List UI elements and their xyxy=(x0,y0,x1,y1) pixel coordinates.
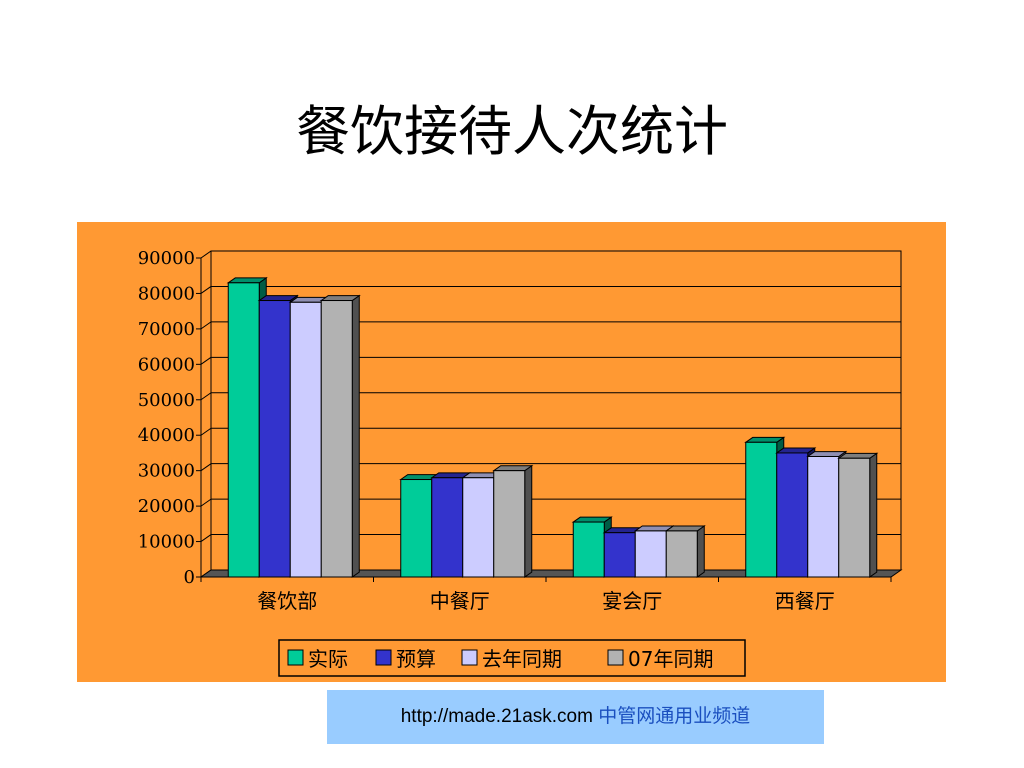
legend: 实际 预算 去年同期 07年同期 xyxy=(278,639,746,677)
bar-3-3 xyxy=(837,452,879,578)
bar-top xyxy=(492,465,534,472)
bar-front xyxy=(572,521,605,578)
legend-swatch xyxy=(375,649,392,666)
bar-front xyxy=(838,457,871,578)
bar-side xyxy=(696,525,705,578)
bar-top xyxy=(806,451,848,457)
legend-label: 预算 xyxy=(396,647,436,671)
legend-item: 去年同期 xyxy=(461,647,562,671)
bar-front xyxy=(400,479,433,578)
bar-front xyxy=(745,441,778,578)
y-tick-label: 30000 xyxy=(138,461,195,482)
legend-label: 07年同期 xyxy=(628,647,713,671)
y-tick-label: 60000 xyxy=(138,354,195,375)
bar-front xyxy=(431,477,464,578)
bar-front xyxy=(634,530,667,578)
bar-front xyxy=(320,300,353,578)
y-tick-label: 40000 xyxy=(138,425,195,446)
y-tick-label: 70000 xyxy=(138,319,195,340)
gridline-depth xyxy=(200,356,212,365)
bar-front xyxy=(289,301,322,578)
footer-link[interactable]: http://made.21ask.com 中管网通用业频道 xyxy=(327,690,824,744)
y-tick-label: 90000 xyxy=(138,248,195,269)
bar-side xyxy=(351,294,360,578)
legend-item: 实际 xyxy=(287,647,348,671)
x-category-label: 宴会厅 xyxy=(602,589,662,613)
footer-url[interactable]: http://made.21ask.com xyxy=(400,706,593,727)
gridline-depth xyxy=(200,286,212,294)
bar-top xyxy=(571,516,613,523)
bar-top xyxy=(226,277,268,284)
bar-0-3 xyxy=(319,294,361,578)
bar-2-3 xyxy=(664,525,706,578)
x-category-label: 餐饮部 xyxy=(257,589,317,613)
gridline-depth xyxy=(200,534,212,542)
slide-title: 餐饮接待人次统计 xyxy=(296,100,728,163)
bar-top xyxy=(664,525,706,532)
bar-top xyxy=(319,295,361,302)
bar-top xyxy=(837,452,879,459)
bar-front xyxy=(665,530,698,578)
bar-top xyxy=(744,436,786,443)
y-tick-label: 0 xyxy=(184,567,195,588)
bar-top xyxy=(257,295,299,302)
legend-swatch xyxy=(607,649,624,666)
legend-item: 07年同期 xyxy=(607,647,713,671)
bar-front xyxy=(776,452,809,578)
bar-1-3 xyxy=(492,464,534,578)
legend-box xyxy=(278,639,746,677)
gridline-depth xyxy=(200,463,212,472)
gridline-depth xyxy=(200,427,212,436)
bars xyxy=(226,276,879,578)
axis-labels: 0 10000 20000 30000 40000 50000 60000 70000 8000… xyxy=(138,248,835,613)
bar-top xyxy=(775,447,817,454)
footer-site-name[interactable]: 中管网通用业频道 xyxy=(598,706,751,727)
bar-side xyxy=(524,464,533,578)
legend-swatch xyxy=(461,649,478,666)
bar-front xyxy=(258,300,291,578)
gridline-depth xyxy=(200,250,212,259)
legend-label: 实际 xyxy=(308,647,348,671)
gridline-depth xyxy=(200,392,212,401)
bar-front xyxy=(807,455,840,578)
gridline-depth xyxy=(200,321,212,330)
y-tick-label: 50000 xyxy=(138,390,195,411)
y-tick-label: 80000 xyxy=(138,283,195,304)
bar-1-0 xyxy=(399,473,441,578)
bar-front xyxy=(493,470,526,578)
bar-front xyxy=(603,532,636,578)
legend-swatch xyxy=(287,649,304,666)
gridline-depth xyxy=(200,498,212,507)
bar-front xyxy=(462,477,495,578)
legend-item: 预算 xyxy=(375,647,436,671)
x-category-label: 西餐厅 xyxy=(775,589,835,613)
bar-side xyxy=(869,452,878,578)
legend-label: 去年同期 xyxy=(482,647,562,671)
x-category-label: 中餐厅 xyxy=(430,589,490,613)
bar-front xyxy=(227,282,260,578)
y-tick-label: 20000 xyxy=(138,496,195,517)
y-tick-label: 10000 xyxy=(138,532,195,553)
